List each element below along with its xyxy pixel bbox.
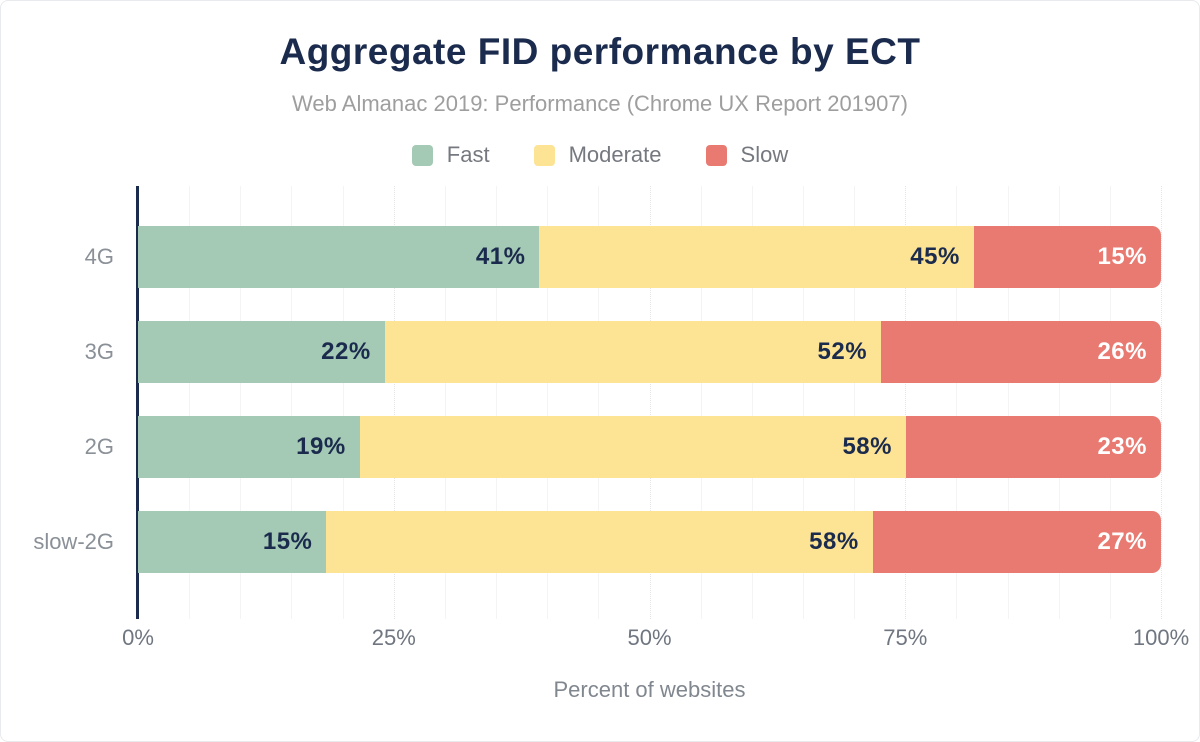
bar-value-label: 52% bbox=[817, 338, 868, 365]
chart-title: Aggregate FID performance by ECT bbox=[279, 31, 921, 72]
minor-gridline bbox=[598, 186, 600, 619]
bar-value-label: 19% bbox=[296, 433, 346, 460]
legend-label-moderate: Moderate bbox=[568, 142, 662, 167]
category-label: 2G bbox=[84, 434, 114, 459]
legend-item-slow: Slow bbox=[705, 142, 789, 168]
bar-segment-slow: 15% bbox=[973, 226, 1162, 288]
x-axis-title: Percent of websites bbox=[553, 677, 746, 702]
chart-subtitle: Web Almanac 2019: Performance (Chrome UX… bbox=[292, 91, 908, 116]
legend-label-slow: Slow bbox=[740, 142, 789, 167]
x-tick-label: 25% bbox=[371, 625, 416, 650]
bar-segment-fast: 19% bbox=[138, 416, 360, 478]
major-gridline bbox=[649, 186, 651, 619]
bar-value-label: 26% bbox=[1097, 338, 1147, 365]
moderate-swatch-icon bbox=[533, 144, 555, 166]
minor-gridline bbox=[189, 186, 191, 619]
bar-value-label: 58% bbox=[842, 433, 892, 460]
minor-gridline bbox=[291, 186, 293, 619]
minor-gridline bbox=[1109, 186, 1111, 619]
bar-segment-moderate: 58% bbox=[326, 511, 873, 573]
major-gridline bbox=[1161, 186, 1162, 619]
bar-value-label: 15% bbox=[262, 528, 313, 555]
x-tick-label: 75% bbox=[883, 625, 928, 650]
minor-gridline bbox=[547, 186, 549, 619]
legend-label-fast: Fast bbox=[446, 142, 490, 167]
minor-gridline bbox=[956, 186, 958, 619]
minor-gridline bbox=[1007, 186, 1009, 619]
category-label: 4G bbox=[84, 244, 114, 269]
category-label: slow-2G bbox=[33, 529, 114, 554]
bar-segment-fast: 15% bbox=[138, 511, 327, 573]
bar-segment-slow: 26% bbox=[881, 321, 1161, 383]
plot-area: 4G 41% 45% 15% 3G 22% 52% 26% 2G 19% 58% 23% slow-2G… bbox=[33, 186, 1189, 650]
minor-gridline bbox=[802, 186, 804, 619]
bar-value-label: 41% bbox=[475, 243, 526, 270]
minor-gridline bbox=[751, 186, 753, 619]
bar-value-label: 58% bbox=[809, 528, 859, 555]
minor-gridline bbox=[1058, 186, 1060, 619]
legend-item-moderate: Moderate bbox=[533, 142, 662, 168]
bar-segment-fast: 41% bbox=[138, 226, 540, 288]
bar-segment-slow: 27% bbox=[872, 511, 1161, 573]
legend-item-fast: Fast bbox=[411, 142, 490, 168]
legend: Fast Moderate Slow bbox=[1, 142, 1199, 168]
bar-value-label: 45% bbox=[910, 243, 960, 270]
minor-gridline bbox=[444, 186, 446, 619]
x-tick-label: 50% bbox=[627, 625, 672, 650]
slow-swatch-icon bbox=[705, 144, 727, 166]
minor-gridline bbox=[240, 186, 242, 619]
x-tick-label: 0% bbox=[122, 625, 154, 650]
bar-segment-moderate: 52% bbox=[384, 321, 882, 383]
fast-swatch-icon bbox=[411, 144, 433, 166]
x-tick-label: 100% bbox=[1132, 625, 1190, 650]
minor-gridline bbox=[854, 186, 856, 619]
bar-row-3G: 3G 22% 52% 26% bbox=[85, 321, 1161, 383]
bar-value-label: 15% bbox=[1097, 243, 1148, 270]
category-label: 3G bbox=[84, 339, 114, 364]
bar-segment-slow: 23% bbox=[906, 416, 1161, 478]
bar-segment-moderate: 45% bbox=[539, 226, 974, 288]
bar-row-2G: 2G 19% 58% 23% bbox=[85, 416, 1161, 478]
bar-value-label: 22% bbox=[321, 338, 371, 365]
bar-row-slow-2G: slow-2G 15% 58% 27% bbox=[33, 511, 1161, 573]
bar-value-label: 23% bbox=[1097, 433, 1147, 460]
minor-gridline bbox=[496, 186, 498, 619]
minor-gridline bbox=[700, 186, 702, 619]
bar-segment-fast: 22% bbox=[138, 321, 385, 383]
major-gridline bbox=[393, 186, 395, 619]
bar-segment-moderate: 58% bbox=[359, 416, 906, 478]
bar-value-label: 27% bbox=[1097, 528, 1147, 555]
bar-row-4G: 4G 41% 45% 15% bbox=[85, 226, 1162, 288]
minor-gridline bbox=[342, 186, 344, 619]
y-axis-line bbox=[136, 186, 139, 619]
major-gridline bbox=[905, 186, 907, 619]
